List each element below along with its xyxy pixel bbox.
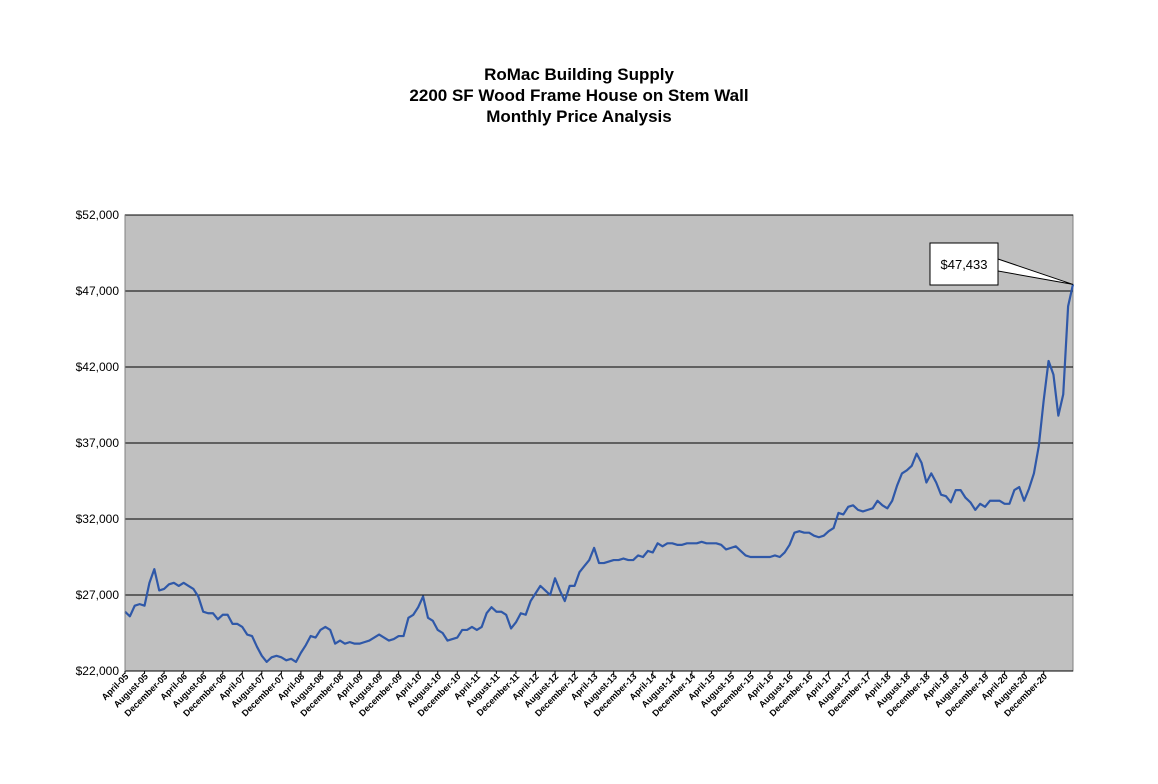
- annotation-layer: $47,433: [929, 242, 1074, 286]
- gridlines: [125, 214, 1073, 596]
- x-axis-tick-labels: April-05August-05December-05April-06Augu…: [100, 671, 1049, 718]
- y-tick-label: $52,000: [76, 208, 120, 222]
- y-tick-label: $27,000: [76, 588, 120, 602]
- callout-box: [929, 242, 999, 286]
- series-layer: [124, 284, 1075, 663]
- chart-title-line-3: Monthly Price Analysis: [486, 107, 672, 126]
- chart-title-line-1: RoMac Building Supply: [484, 65, 674, 84]
- y-tick-label: $37,000: [76, 436, 120, 450]
- y-tick-label: $22,000: [76, 664, 120, 678]
- y-tick-label: $42,000: [76, 360, 120, 374]
- axes: [124, 215, 1073, 672]
- y-axis-tick-labels: $22,000 $27,000 $32,000 $37,000 $42,000 $47,0…: [76, 208, 120, 678]
- y-tick-label: $47,000: [76, 284, 120, 298]
- series-line-house-price: [124, 284, 1075, 663]
- chart-title-line-2: 2200 SF Wood Frame House on Stem Wall: [409, 86, 749, 105]
- chart-title: RoMac Building Supply 2200 SF Wood Frame…: [0, 64, 1158, 127]
- callout-label: $47,433: [941, 257, 988, 272]
- y-tick-label: $32,000: [76, 512, 120, 526]
